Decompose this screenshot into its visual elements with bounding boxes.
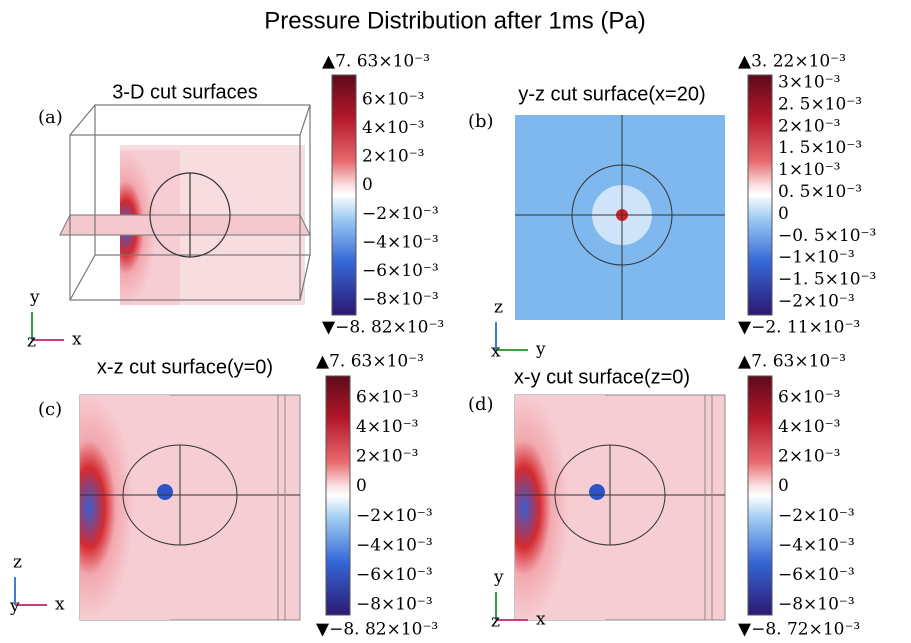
- colorbar-tick-label: −4×10⁻³: [356, 535, 433, 555]
- colorbar: [325, 375, 351, 616]
- colorbar-tick-label: 6×10⁻³: [356, 388, 418, 408]
- panel-c-image: [79, 394, 301, 621]
- colorbar-min: ▼−8. 72×10⁻³: [738, 620, 860, 640]
- panel-title: x-z cut surface(y=0): [97, 356, 273, 378]
- axis-label-origin: z: [27, 332, 36, 352]
- colorbar-tick-label: 4×10⁻³: [362, 118, 424, 138]
- colorbar-tick-label: 2×10⁻³: [778, 116, 840, 136]
- colorbar-tick-label: −8×10⁻³: [778, 595, 855, 615]
- colorbar-tick-label: −0. 5×10⁻³: [778, 226, 876, 246]
- panel-label: (b): [468, 111, 494, 132]
- colorbar-tick-label: 3×10⁻³: [778, 73, 840, 93]
- colorbar-tick-label: −2×10⁻³: [778, 506, 855, 526]
- colorbar-tick-label: −6×10⁻³: [778, 565, 855, 585]
- colorbar-tick-label: −4×10⁻³: [778, 535, 855, 555]
- axis-label-origin: y: [9, 597, 20, 617]
- colorbar-tick-label: 2×10⁻³: [356, 447, 418, 467]
- colorbar-max: ▲7. 63×10⁻³: [738, 352, 846, 372]
- colorbar: [747, 74, 773, 316]
- axis-label-up: y: [29, 288, 40, 308]
- colorbar-tick-label: 6×10⁻³: [362, 90, 424, 110]
- colorbar-tick-label: 0: [778, 204, 789, 224]
- panel-b-image: [515, 115, 725, 320]
- colorbar: [747, 375, 773, 616]
- axis-label-right: y: [535, 340, 546, 360]
- panel-title: x-y cut surface(z=0): [514, 366, 690, 388]
- panel-label: (d): [468, 394, 494, 415]
- figure-title: Pressure Distribution after 1ms (Pa): [264, 7, 645, 34]
- colorbar-tick-label: −4×10⁻³: [362, 232, 439, 252]
- colorbar-tick-label: −6×10⁻³: [356, 565, 433, 585]
- axis-label-up: z: [13, 553, 22, 573]
- colorbar-tick-label: −1×10⁻³: [778, 248, 855, 268]
- colorbar-max: ▲7. 63×10⁻³: [322, 52, 430, 72]
- panel-title: y-z cut surface(x=20): [518, 83, 705, 105]
- colorbar-tick-label: 2×10⁻³: [362, 147, 424, 167]
- colorbar-min: ▼−8. 82×10⁻³: [322, 318, 444, 338]
- axis-label-up: y: [493, 568, 504, 588]
- panel-title: 3-D cut surfaces: [112, 81, 258, 103]
- colorbar-tick-label: 1×10⁻³: [778, 160, 840, 180]
- colorbar-min: ▼−2. 11×10⁻³: [738, 318, 860, 338]
- panel-a-image: [59, 104, 311, 305]
- axis-label-right: x: [72, 330, 82, 350]
- colorbar-tick-label: 2×10⁻³: [778, 447, 840, 467]
- colorbar-tick-label: −2×10⁻³: [356, 506, 433, 526]
- panel-label: (c): [38, 399, 62, 420]
- colorbar-tick-label: 0: [356, 476, 367, 496]
- axis-label-origin: x: [491, 342, 501, 362]
- colorbar-tick-label: 2. 5×10⁻³: [778, 94, 862, 114]
- colorbar-tick-label: 4×10⁻³: [356, 417, 418, 437]
- colorbar-tick-label: −2×10⁻³: [362, 204, 439, 224]
- colorbar-max: ▲7. 63×10⁻³: [316, 352, 424, 372]
- colorbar-tick-label: −8×10⁻³: [362, 290, 439, 310]
- colorbar-tick-label: −6×10⁻³: [362, 261, 439, 281]
- colorbar: [331, 74, 357, 316]
- colorbar-tick-label: 1. 5×10⁻³: [778, 138, 862, 158]
- colorbar-tick-label: 0: [778, 476, 789, 496]
- axis-label-up: z: [494, 298, 503, 318]
- colorbar-max: ▲3. 22×10⁻³: [738, 52, 846, 72]
- colorbar-min: ▼−8. 82×10⁻³: [316, 620, 438, 640]
- colorbar-tick-label: −8×10⁻³: [356, 595, 433, 615]
- colorbar-tick-label: 4×10⁻³: [778, 417, 840, 437]
- colorbar-tick-label: −1. 5×10⁻³: [778, 270, 876, 290]
- axis-label-origin: z: [491, 612, 500, 632]
- colorbar-tick-label: 0. 5×10⁻³: [778, 182, 862, 202]
- colorbar-tick-label: −2×10⁻³: [778, 292, 855, 312]
- axis-label-right: x: [55, 595, 65, 615]
- panel-d-image: [514, 394, 726, 621]
- colorbar-tick-label: 0: [362, 175, 373, 195]
- panel-label: (a): [38, 107, 63, 128]
- axis-label-right: x: [536, 610, 546, 630]
- colorbar-tick-label: 6×10⁻³: [778, 388, 840, 408]
